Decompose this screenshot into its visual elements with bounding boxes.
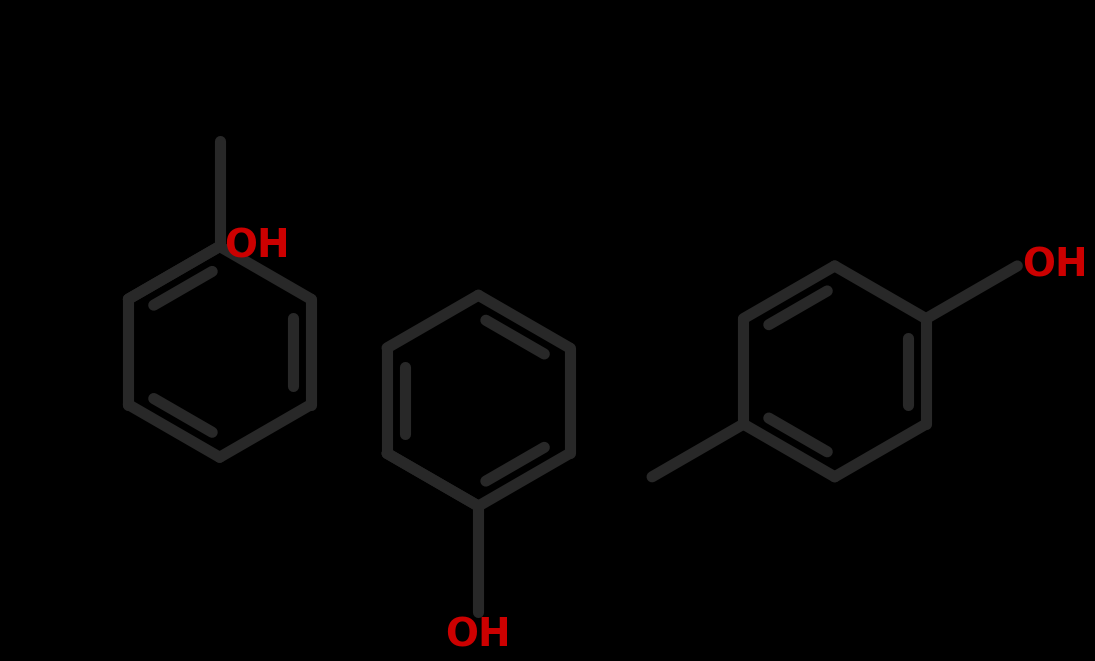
Text: OH: OH: [1023, 247, 1087, 285]
Text: OH: OH: [224, 227, 290, 266]
Text: OH: OH: [446, 617, 511, 654]
